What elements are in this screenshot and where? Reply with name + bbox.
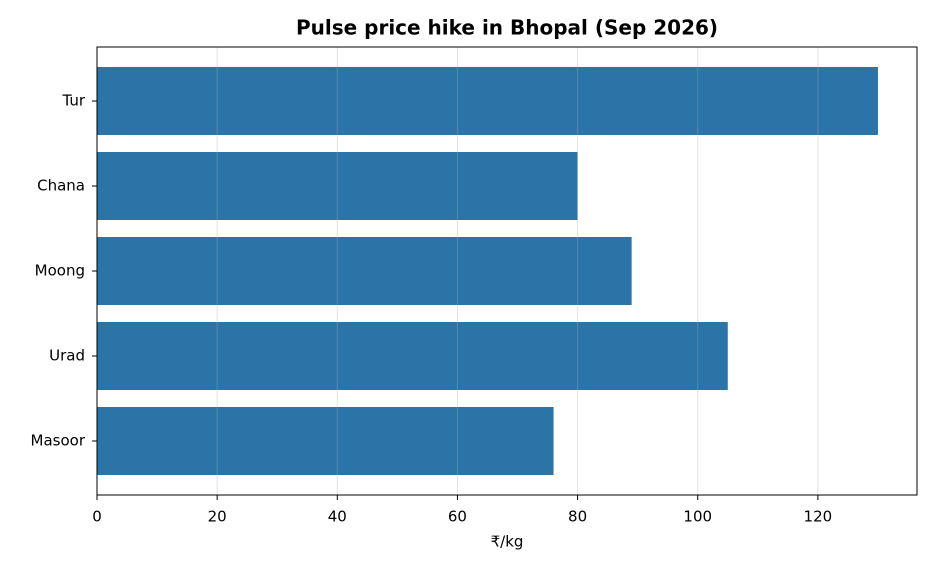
bar	[97, 152, 578, 220]
x-tick-label: 0	[92, 508, 102, 526]
y-tick-label: Tur	[61, 92, 85, 110]
x-tick-label: 80	[568, 508, 587, 526]
y-tick-label: Urad	[49, 347, 85, 365]
bar	[97, 322, 728, 390]
y-tick-label: Masoor	[31, 432, 86, 450]
bar	[97, 237, 632, 305]
y-tick-label: Chana	[37, 177, 85, 195]
x-tick-label: 60	[448, 508, 467, 526]
bar	[97, 67, 878, 135]
x-axis-label: ₹/kg	[491, 533, 524, 551]
chart-title: Pulse price hike in Bhopal (Sep 2026)	[296, 16, 718, 40]
bar	[97, 407, 554, 475]
x-tick-label: 20	[208, 508, 227, 526]
x-tick-label: 120	[804, 508, 833, 526]
x-tick-label: 100	[683, 508, 712, 526]
x-tick-label: 40	[328, 508, 347, 526]
plot-frame	[96, 46, 918, 496]
y-tick-label: Moong	[35, 262, 85, 280]
